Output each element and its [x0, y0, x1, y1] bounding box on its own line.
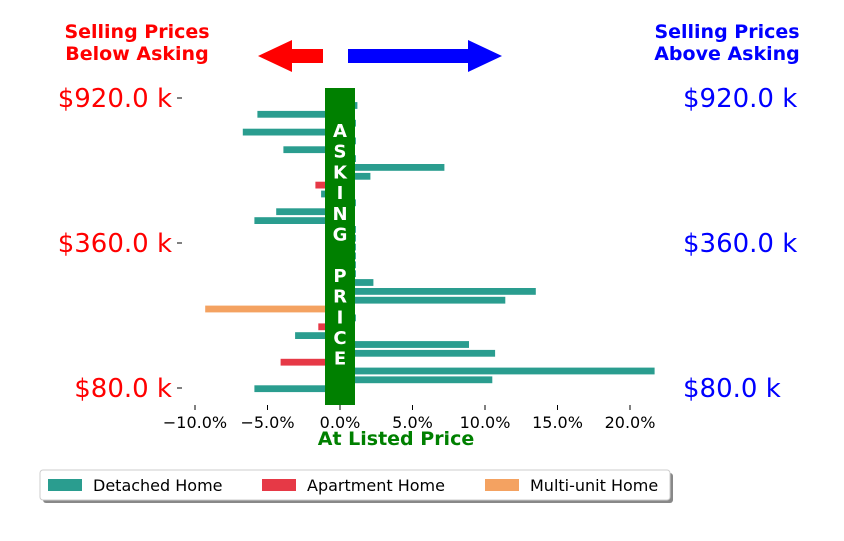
asking-price-band — [325, 88, 355, 405]
band-letter: G — [333, 225, 348, 246]
band-letter: P — [333, 266, 346, 287]
above-arrow-icon — [348, 40, 502, 72]
bar-detached-home — [340, 164, 445, 171]
x-tick-label: 20.0% — [605, 413, 656, 432]
price-label-right: $360.0 k — [683, 229, 797, 259]
legend-swatch — [485, 479, 519, 491]
bar-detached-home — [254, 385, 340, 393]
x-tick-label: 15.0% — [532, 413, 583, 432]
band-letter: K — [333, 162, 348, 183]
band-letter: I — [337, 183, 344, 204]
bar-detached-home — [340, 288, 536, 295]
band-letter: R — [333, 287, 347, 308]
bar-detached-home — [254, 217, 340, 224]
bar-detached-home — [340, 296, 506, 304]
bar-detached-home — [340, 341, 469, 348]
bar-multi-unit-home — [205, 305, 340, 313]
band-letter: A — [333, 121, 347, 142]
price-label-left: $360.0 k — [58, 229, 172, 259]
bar-detached-home — [295, 332, 340, 339]
price-label-right: $920.0 k — [683, 84, 797, 114]
band-letter: C — [333, 328, 346, 349]
bar-apartment-home — [280, 358, 340, 366]
band-letter: N — [332, 204, 347, 225]
x-axis-label: At Listed Price — [318, 428, 474, 450]
x-tick-label: −10.0% — [163, 413, 227, 432]
legend-label: Multi-unit Home — [530, 476, 658, 495]
x-tick-label: −5.0% — [240, 413, 294, 432]
bar-detached-home — [340, 172, 371, 180]
x-tick-label: 0.0% — [320, 413, 361, 432]
band-letter: S — [334, 142, 347, 163]
bar-detached-home — [340, 367, 655, 375]
bar-detached-home — [340, 349, 496, 357]
price-label-left: $80.0 k — [74, 374, 172, 404]
legend-label: Apartment Home — [307, 476, 445, 495]
bar-detached-home — [257, 110, 340, 118]
bar-detached-home — [340, 279, 374, 286]
below-asking-header: Selling Prices Below Asking — [64, 21, 209, 65]
above-asking-header: Selling Prices Above Asking — [654, 21, 800, 65]
bar-detached-home — [276, 208, 340, 216]
legend-swatch — [48, 479, 82, 491]
bar-detached-home — [340, 376, 493, 384]
bar-detached-home — [283, 146, 340, 154]
below-arrow-icon — [258, 40, 323, 72]
band-letter: I — [337, 307, 344, 328]
bar-detached-home — [242, 128, 340, 136]
legend: Detached Home Apartment Home Multi-unit Ho… — [39, 469, 673, 503]
legend-label: Detached Home — [93, 476, 223, 495]
x-tick-label: 10.0% — [460, 413, 511, 432]
x-tick-label: 5.0% — [392, 413, 433, 432]
price-label-right: $80.0 k — [683, 374, 781, 404]
price-label-left: $920.0 k — [58, 84, 172, 114]
legend-swatch — [262, 479, 296, 491]
band-letter: E — [334, 349, 346, 370]
